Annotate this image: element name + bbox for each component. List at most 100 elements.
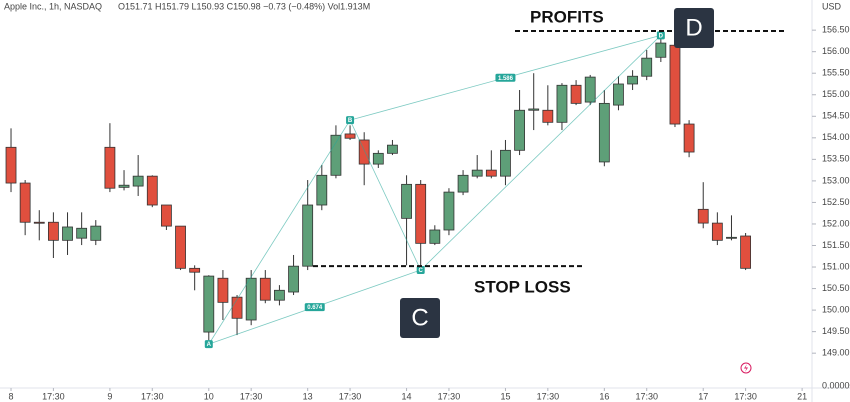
y-tick-label: 156.50	[822, 25, 850, 35]
x-tick-label: 15	[500, 391, 510, 401]
pattern-line	[349, 119, 422, 271]
candle-body	[132, 175, 144, 187]
x-tick-label: 17:30	[339, 391, 362, 401]
candle-body	[697, 208, 709, 224]
candle-body	[245, 277, 257, 321]
y-tick-label: 150.50	[822, 283, 850, 293]
currency-label: USD	[822, 1, 842, 11]
candle-body	[76, 227, 88, 239]
candle-body	[584, 76, 596, 103]
candle-body	[33, 221, 45, 224]
candle-body	[485, 169, 497, 177]
y-tick-label: 150.00	[822, 304, 850, 314]
y-tick-label: 155.50	[822, 68, 850, 78]
ratio-label: 1.586	[498, 76, 514, 82]
x-tick-label: 17	[698, 391, 708, 401]
candle-body	[161, 204, 172, 227]
candle-body	[726, 236, 737, 239]
x-tick-label: 17:30	[141, 391, 164, 401]
candle-body	[740, 235, 752, 269]
x-tick-label: 17:30	[537, 391, 560, 401]
pattern-point-label: C	[419, 268, 424, 274]
candle-body	[47, 221, 59, 241]
candle-body	[429, 229, 441, 244]
y-tick-label: 154.00	[822, 132, 850, 142]
candle-body	[217, 277, 229, 303]
y-tick-label: 155.00	[822, 89, 850, 99]
candle-body	[457, 174, 469, 193]
y-tick-label: 152.50	[822, 197, 850, 207]
ratio-badge	[304, 303, 325, 312]
y-tick-label: 153.50	[822, 154, 850, 164]
candle-body	[556, 84, 568, 123]
x-tick-label: 17:30	[635, 391, 658, 401]
candle-body	[372, 152, 384, 165]
y-tick-label: 156.00	[822, 46, 850, 56]
candle-body	[471, 169, 483, 177]
candle-body	[655, 42, 667, 58]
y-tick-label: 152.00	[822, 218, 850, 228]
level-label: STOP LOSS	[474, 278, 571, 297]
candle-body	[570, 84, 582, 104]
x-tick-label: 21	[797, 391, 807, 401]
chart-header: Apple Inc., 1h, NASDAQ	[4, 1, 102, 11]
candle-body	[231, 296, 243, 319]
candle-body	[344, 133, 356, 139]
pattern-point	[346, 116, 355, 125]
candle-body	[358, 139, 370, 165]
y-tick-label: 149.50	[822, 326, 850, 336]
y-tick-label: 149.00	[822, 348, 850, 358]
candle-body	[302, 204, 314, 267]
candle-body	[443, 191, 455, 231]
pattern-line	[420, 35, 662, 271]
y-tick-label: 153.00	[822, 175, 850, 185]
ohlc-summary: O151.71 H151.79 L150.93 C150.98 −0.73 (−…	[118, 1, 370, 11]
callout-label: D	[685, 14, 702, 41]
candle-body	[627, 75, 638, 85]
ratio-label: 0.674	[307, 305, 323, 311]
y-tick-label: 151.50	[822, 240, 850, 250]
x-tick-label: 13	[303, 391, 313, 401]
y-tick-label: 154.50	[822, 111, 850, 121]
x-tick-label: 10	[204, 391, 214, 401]
candle-body	[528, 108, 540, 111]
candle-body	[259, 277, 271, 301]
candle-body	[330, 134, 342, 176]
callout-label: C	[411, 304, 428, 331]
candle-body	[203, 275, 215, 333]
pattern-point	[656, 31, 665, 40]
candle-body	[175, 225, 186, 269]
candle-body	[711, 222, 723, 241]
candle-body	[669, 44, 681, 125]
candle-body	[415, 183, 427, 244]
x-tick-label: 17:30	[42, 391, 65, 401]
x-tick-label: 17:30	[240, 391, 263, 401]
candle-body	[19, 182, 31, 223]
alert-icon	[740, 362, 752, 374]
candle-body	[5, 146, 17, 184]
x-tick-label: 14	[402, 391, 412, 401]
candle-body	[288, 265, 299, 293]
candle-body	[189, 267, 201, 273]
ratio-badge	[495, 73, 516, 82]
candle-body	[316, 174, 328, 206]
candle-body	[104, 146, 116, 189]
candle-body	[613, 83, 624, 106]
candle-body	[500, 149, 511, 177]
callout-box	[674, 8, 714, 48]
x-tick-label: 9	[107, 391, 112, 401]
x-tick-label: 16	[599, 391, 609, 401]
level-label: PROFITS	[530, 7, 604, 26]
pattern-point-label: A	[207, 342, 212, 348]
candle-body	[542, 109, 554, 123]
x-tick-label: 17:30	[438, 391, 461, 401]
candle-body	[598, 102, 610, 163]
candle-body	[514, 109, 525, 151]
candle-body	[274, 289, 285, 301]
pattern-point	[204, 340, 213, 349]
pattern-point-label: D	[659, 33, 664, 39]
x-tick-label: 8	[9, 391, 14, 401]
y-tick-label: 151.00	[822, 261, 850, 271]
volume-scale-label: 0.000000	[822, 380, 850, 390]
